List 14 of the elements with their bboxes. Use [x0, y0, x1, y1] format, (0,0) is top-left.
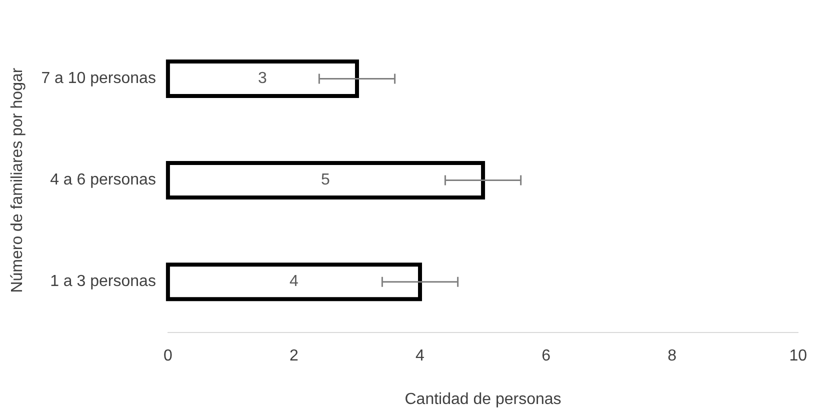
data-label: 4: [290, 273, 299, 290]
data-label: 3: [258, 70, 268, 88]
y-axis-title: Número de familiares por hogar: [9, 67, 26, 293]
y-tick-label: 7 a 10 personas: [41, 70, 156, 88]
x-tick-label: 6: [542, 348, 551, 365]
data-label: 5: [321, 172, 330, 189]
x-tick-label: 0: [163, 348, 172, 365]
x-tick-label: 10: [789, 348, 808, 365]
x-tick-label: 2: [290, 348, 299, 365]
x-tick-label: 4: [416, 348, 425, 365]
x-tick-label: 8: [668, 348, 677, 365]
y-tick-label: 4 a 6 personas: [50, 172, 156, 189]
y-tick-label: 1 a 3 personas: [50, 273, 156, 290]
x-axis-title: Cantidad de personas: [404, 390, 562, 408]
